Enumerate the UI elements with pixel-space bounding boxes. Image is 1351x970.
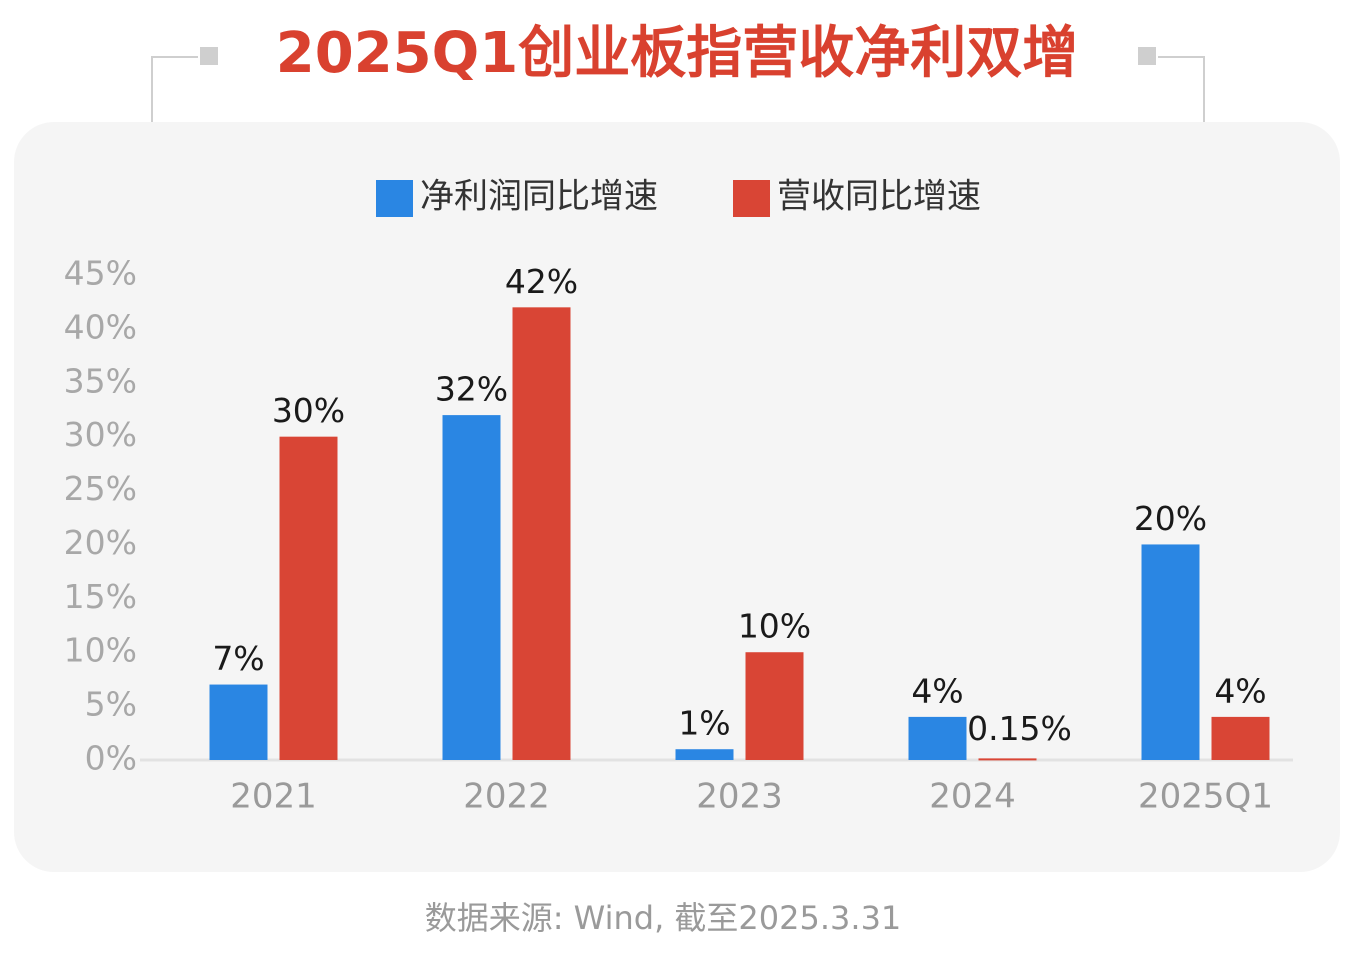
value-label: 10% — [738, 607, 811, 646]
bar — [1211, 716, 1270, 760]
value-label: 30% — [272, 391, 345, 430]
value-label: 4% — [1214, 671, 1266, 710]
y-tick-label: 30% — [64, 415, 137, 454]
legend-label: 营收同比增速 — [777, 177, 981, 217]
legend-swatch — [733, 180, 770, 217]
legend-label: 净利润同比增速 — [420, 177, 658, 217]
bar — [978, 758, 1037, 761]
bar — [745, 652, 804, 760]
bar — [442, 415, 501, 760]
value-label: 42% — [505, 262, 578, 301]
bar — [1141, 544, 1200, 760]
y-tick-label: 45% — [64, 254, 137, 293]
bar — [675, 749, 734, 760]
value-label: 4% — [911, 671, 963, 710]
legend-swatch — [376, 180, 413, 217]
x-tick-label: 2024 — [929, 777, 1016, 817]
panel — [14, 122, 1340, 872]
value-label: 0.15% — [967, 709, 1072, 748]
value-label: 32% — [435, 370, 508, 409]
bar — [908, 716, 967, 760]
x-tick-label: 2021 — [230, 777, 317, 817]
y-tick-label: 40% — [64, 307, 137, 346]
bar — [512, 307, 571, 760]
x-tick-label: 2025Q1 — [1138, 777, 1273, 817]
bar — [209, 684, 268, 760]
y-tick-label: 25% — [64, 469, 137, 508]
title-deco — [200, 47, 218, 65]
y-tick-label: 35% — [64, 361, 137, 400]
y-tick-label: 5% — [85, 685, 137, 724]
x-tick-label: 2023 — [696, 777, 783, 817]
y-tick-label: 0% — [85, 739, 137, 778]
source-note: 数据来源: Wind, 截至2025.3.31 — [425, 899, 902, 937]
title-bracket — [1158, 56, 1205, 122]
y-tick-label: 20% — [64, 523, 137, 562]
value-label: 7% — [212, 639, 264, 678]
value-label: 20% — [1134, 499, 1207, 538]
y-tick-label: 10% — [64, 631, 137, 670]
y-tick-label: 15% — [64, 577, 137, 616]
bar — [279, 436, 338, 760]
chart-title: 2025Q1创业板指营收净利双增 — [276, 21, 1078, 86]
title-bracket — [151, 56, 198, 122]
value-label: 1% — [678, 704, 730, 743]
title-deco — [1138, 47, 1156, 65]
x-tick-label: 2022 — [463, 777, 550, 817]
